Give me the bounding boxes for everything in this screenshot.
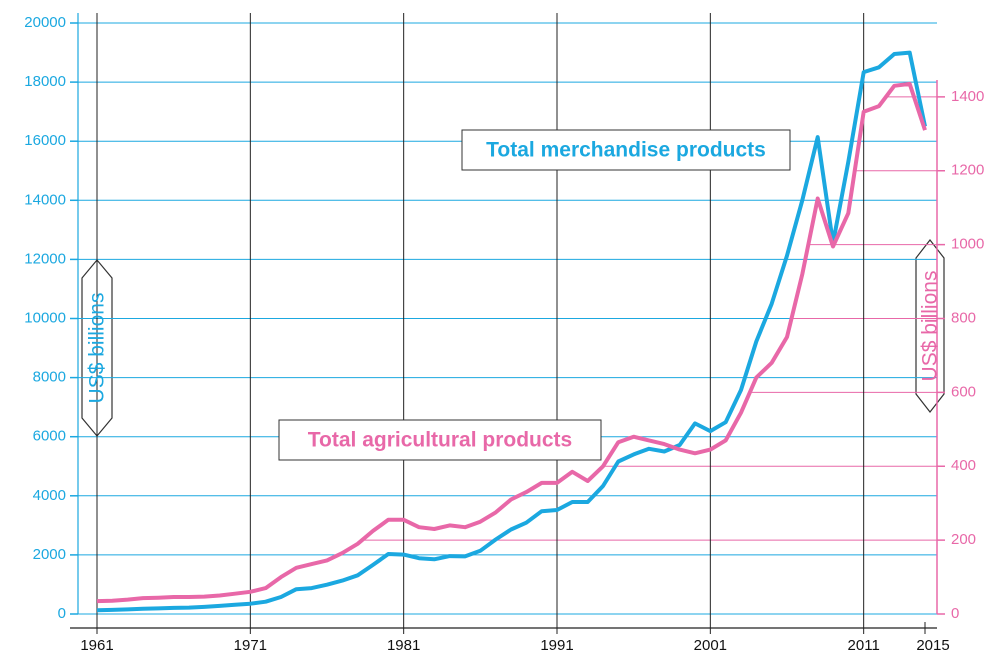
y2-tick-label: 1000	[951, 236, 984, 253]
grid	[78, 22, 937, 615]
y-tick-label: 2000	[33, 546, 66, 563]
y-tick-label: 20000	[24, 14, 66, 31]
y-tick-label: 0	[58, 605, 66, 622]
y-tick-label: 6000	[33, 428, 66, 445]
y-tick-label: 4000	[33, 487, 66, 504]
y-tick-label: 16000	[24, 132, 66, 149]
series-line	[96, 50, 927, 613]
legend-label: Total merchandise products	[486, 139, 766, 162]
x-tick-label: 2015	[916, 637, 949, 654]
y2-tick-label: 400	[951, 457, 976, 474]
y-tick-label: 12000	[24, 250, 66, 267]
y2-tick-label: 200	[951, 531, 976, 548]
label-box	[278, 419, 602, 461]
label-box	[461, 129, 791, 171]
y2-tick-label: 1400	[951, 88, 984, 105]
x-tick-label: 2011	[848, 637, 880, 654]
series-line	[96, 81, 927, 604]
y2-tick-label: 800	[951, 309, 976, 326]
y-axis-title: US$ billions	[86, 293, 109, 404]
y2-tick-label: 600	[951, 383, 976, 400]
x-tick-label: 1991	[540, 637, 573, 654]
legend-label: Total agricultural products	[308, 429, 572, 452]
y2-axis-title: US$ billions	[919, 271, 942, 382]
y2-tick-label: 0	[951, 605, 959, 622]
x-tick-label: 1981	[387, 637, 420, 654]
y-tick-label: 10000	[24, 309, 66, 326]
x-tick-label: 1971	[234, 637, 267, 654]
y-tick-label: 14000	[24, 191, 66, 208]
x-tick-label: 1961	[80, 637, 113, 654]
x-tick-label: 2001	[694, 637, 727, 654]
y-tick-label: 8000	[33, 369, 66, 386]
y-tick-label: 18000	[24, 73, 66, 90]
y2-tick-label: 1200	[951, 162, 984, 179]
